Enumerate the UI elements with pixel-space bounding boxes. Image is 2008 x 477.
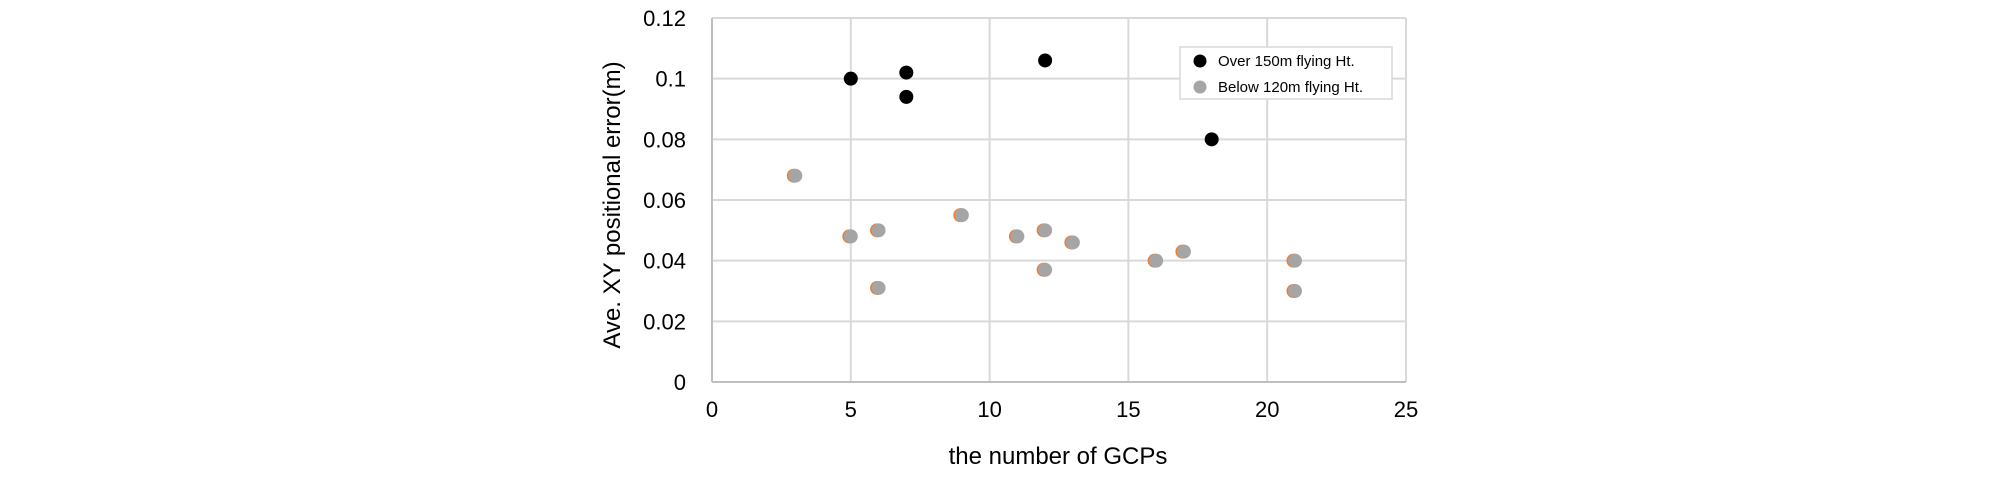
gridlines bbox=[712, 17, 1407, 382]
y-axis-title: Ave. XY positional error(m) bbox=[599, 61, 626, 348]
legend-marker bbox=[1193, 80, 1207, 94]
x-tick-label: 10 bbox=[977, 397, 1001, 422]
legend-label: Over 150m flying Ht. bbox=[1218, 53, 1355, 70]
point-below-120m bbox=[1149, 253, 1164, 268]
point-below-120m bbox=[871, 223, 886, 238]
point-below-120m bbox=[788, 168, 803, 183]
y-tick-label: 0.08 bbox=[643, 127, 686, 152]
point-over-150m bbox=[843, 71, 858, 86]
legend: Over 150m flying Ht. Below 120m flying Ht… bbox=[1179, 46, 1393, 100]
point-below-120m bbox=[1065, 235, 1080, 250]
legend-marker bbox=[1193, 54, 1207, 68]
tick-labels: 0 0.02 0.04 0.06 0.08 0.1 0.12 0 5 10 15 20 25 bbox=[643, 6, 1418, 422]
point-below-120m bbox=[1176, 244, 1191, 259]
y-tick-label: 0 bbox=[674, 370, 686, 395]
point-below-120m bbox=[843, 229, 858, 244]
point-over-150m bbox=[899, 89, 914, 104]
x-tick-label: 0 bbox=[706, 397, 718, 422]
point-below-120m bbox=[1287, 253, 1302, 268]
point-below-120m bbox=[1287, 284, 1302, 298]
point-below-120m bbox=[1038, 223, 1053, 238]
axes bbox=[711, 18, 1406, 383]
x-tick-label: 5 bbox=[845, 397, 857, 422]
legend-box bbox=[1179, 46, 1393, 100]
point-below-120m bbox=[1010, 229, 1025, 244]
y-tick-label: 0.02 bbox=[643, 309, 686, 334]
x-tick-label: 20 bbox=[1255, 397, 1279, 422]
legend-label: Below 120m flying Ht. bbox=[1218, 79, 1363, 96]
y-tick-label: 0.12 bbox=[643, 6, 686, 31]
point-over-150m bbox=[1204, 132, 1219, 147]
x-axis-title: the number of GCPs bbox=[949, 443, 1168, 470]
y-tick-label: 0.1 bbox=[655, 67, 686, 92]
point-over-150m bbox=[1038, 53, 1053, 68]
y-tick-label: 0.04 bbox=[643, 249, 686, 274]
x-tick-label: 15 bbox=[1116, 397, 1140, 422]
y-tick-label: 0.06 bbox=[643, 188, 686, 213]
x-tick-label: 25 bbox=[1394, 397, 1418, 422]
point-below-120m bbox=[1038, 262, 1053, 277]
data-points bbox=[786, 53, 1302, 298]
point-over-150m bbox=[899, 65, 914, 80]
point-below-120m bbox=[954, 208, 969, 223]
point-below-120m bbox=[871, 280, 886, 295]
